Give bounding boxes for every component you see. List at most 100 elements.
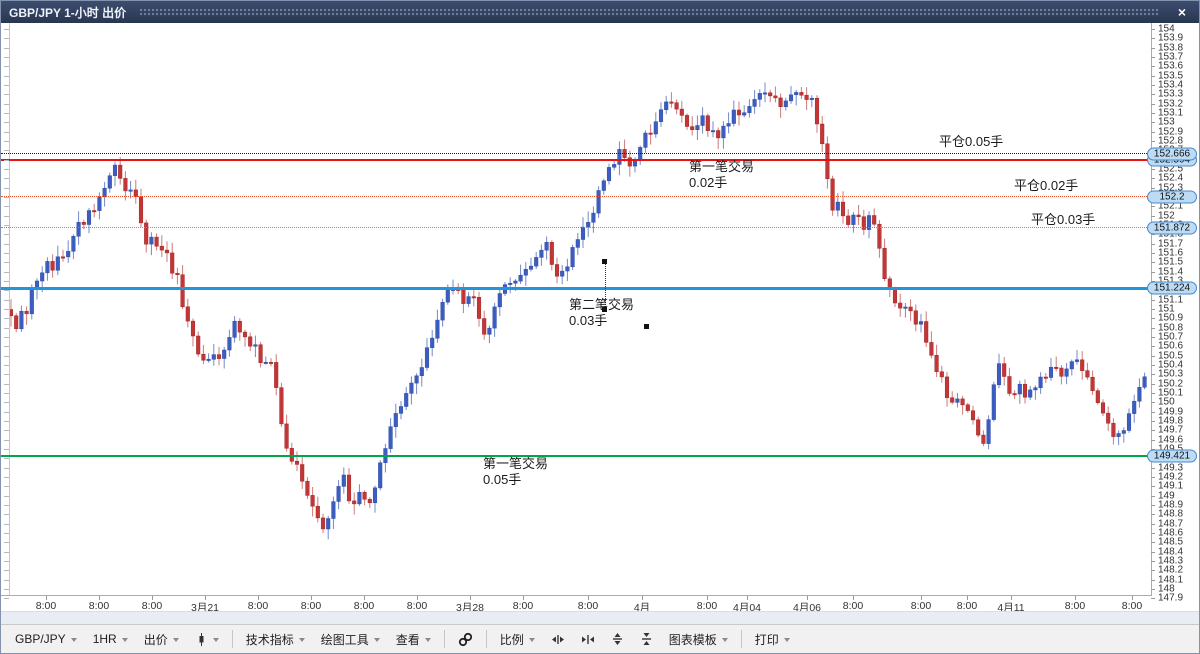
price-axis-label: 148.2 — [1158, 564, 1184, 576]
price-highlight-151.872: 151.872 — [1147, 221, 1197, 235]
price-axis-label: 153 — [1158, 116, 1175, 128]
toolbar-separator — [443, 630, 445, 648]
price-axis-label: 150.9 — [1158, 312, 1184, 324]
close-label-002[interactable]: 平仓0.02手 — [1014, 178, 1079, 193]
entry-1-line[interactable] — [1, 455, 1151, 458]
price-tick — [1151, 178, 1155, 180]
price-tick — [1151, 75, 1155, 77]
dropdown-arrow-icon — [721, 637, 728, 642]
price-tick — [1151, 402, 1155, 404]
price-axis-label: 148.9 — [1158, 499, 1184, 511]
trade2-003-label[interactable]: 第二笔交易 0.03手 — [569, 297, 635, 328]
expand-vertical-button[interactable] — [603, 629, 632, 649]
selected-drawing-line[interactable] — [605, 261, 606, 311]
price-axis-label: 151 — [1158, 303, 1175, 315]
price-tick — [1151, 439, 1155, 441]
dropdown-arrow-icon — [373, 637, 380, 642]
window-titlebar[interactable]: GBP/JPY 1-小时 出价 × — [1, 1, 1199, 23]
view-menu-label: 查看 — [395, 632, 420, 647]
price-axis-label: 154 — [1158, 23, 1175, 35]
time-axis-label: 8:00 — [956, 600, 978, 612]
timeframe-select[interactable]: 1HR — [85, 629, 136, 649]
price-tick — [1151, 560, 1155, 562]
trade1-002-label[interactable]: 第一笔交易 0.02手 — [689, 159, 755, 190]
left-price-tick — [4, 430, 9, 432]
price-tick — [1151, 411, 1155, 413]
chart-template-menu[interactable]: 图表模板 — [661, 628, 736, 651]
print-menu[interactable]: 打印 — [747, 628, 798, 651]
close-0.02-line[interactable] — [1, 196, 1151, 198]
trade1-005-label[interactable]: 第一笔交易 0.05手 — [483, 456, 549, 487]
left-price-tick — [4, 280, 9, 282]
left-price-tick — [4, 514, 9, 516]
price-tick — [1151, 94, 1155, 96]
price-axis-label: 153.8 — [1158, 42, 1184, 54]
candlestick-icon — [195, 632, 208, 646]
expand-horizontal-button[interactable] — [543, 630, 573, 649]
expand-vertical-icon — [611, 632, 624, 646]
price-tick — [1151, 318, 1155, 320]
indicators-menu[interactable]: 技术指标 — [238, 628, 313, 651]
time-tick — [642, 596, 643, 600]
left-price-tick — [4, 262, 9, 264]
price-axis-label: 148.8 — [1158, 508, 1184, 520]
selection-handle-2[interactable] — [602, 307, 607, 312]
scale-menu-label: 比例 — [499, 632, 524, 647]
close-label-005[interactable]: 平仓0.05手 — [939, 134, 1004, 149]
time-axis-label: 8:00 — [353, 600, 375, 612]
price-axis-label: 152.8 — [1158, 135, 1184, 147]
price-tick — [1151, 346, 1155, 348]
price-axis-label: 152.4 — [1158, 172, 1184, 184]
time-tick — [921, 596, 922, 600]
time-tick — [707, 596, 708, 600]
symbol-select[interactable]: GBP/JPY — [7, 629, 85, 649]
price-axis-label: 149.3 — [1158, 462, 1184, 474]
price-tick — [1151, 486, 1155, 488]
left-price-tick — [4, 476, 9, 478]
compress-horizontal-button[interactable] — [573, 630, 603, 649]
price-tick — [1151, 112, 1155, 114]
selection-handle-3[interactable] — [644, 324, 649, 329]
left-price-tick — [4, 187, 9, 189]
price-tick — [1151, 38, 1155, 40]
price-highlight-152.666: 152.666 — [1147, 147, 1197, 160]
left-price-tick — [4, 112, 9, 114]
chart-type-select[interactable] — [187, 630, 227, 649]
time-tick — [99, 596, 100, 600]
price-axis-label: 152 — [1158, 210, 1175, 222]
selection-handle-1[interactable] — [602, 259, 607, 264]
scale-menu[interactable]: 比例 — [492, 628, 543, 651]
time-axis-label: 8:00 — [247, 600, 269, 612]
price-axis-label: 148.6 — [1158, 527, 1184, 539]
left-price-tick — [4, 290, 9, 292]
close-0.05-line[interactable] — [1, 153, 1151, 154]
compress-vertical-icon — [640, 632, 653, 646]
price-tick — [1151, 131, 1155, 133]
view-menu[interactable]: 查看 — [388, 628, 439, 651]
compress-vertical-button[interactable] — [632, 629, 661, 649]
left-price-tick — [4, 47, 9, 49]
price-tick — [1151, 327, 1155, 329]
price-tick — [1151, 168, 1155, 170]
time-axis-label: 8:00 — [35, 600, 57, 612]
drawing-tools-menu[interactable]: 绘图工具 — [313, 628, 388, 651]
time-axis-label: 8:00 — [512, 600, 534, 612]
close-button[interactable]: × — [1177, 4, 1186, 20]
price-highlight-151.224: 151.224 — [1147, 281, 1197, 295]
price-tick — [1151, 392, 1155, 394]
price-type-select[interactable]: 出价 — [136, 628, 187, 651]
price-axis-label: 153.1 — [1158, 107, 1184, 119]
price-tick — [1151, 523, 1155, 525]
close-0.03-line[interactable] — [1, 227, 1151, 229]
close-label-003[interactable]: 平仓0.03手 — [1031, 212, 1096, 227]
price-tick — [1151, 476, 1155, 478]
price-tick — [1151, 420, 1155, 422]
entry-2-line[interactable] — [1, 286, 1151, 290]
tp-red-line[interactable] — [1, 159, 1151, 162]
link-button[interactable] — [450, 629, 481, 650]
timeframe-select-label: 1HR — [92, 632, 117, 646]
price-axis-label: 152.3 — [1158, 182, 1184, 194]
left-price-tick — [4, 570, 9, 572]
chart-area[interactable]: 平仓0.05手平仓0.02手平仓0.03手 第一笔交易 0.02手第二笔交易 0.… — [1, 23, 1199, 624]
time-tick — [523, 596, 524, 600]
